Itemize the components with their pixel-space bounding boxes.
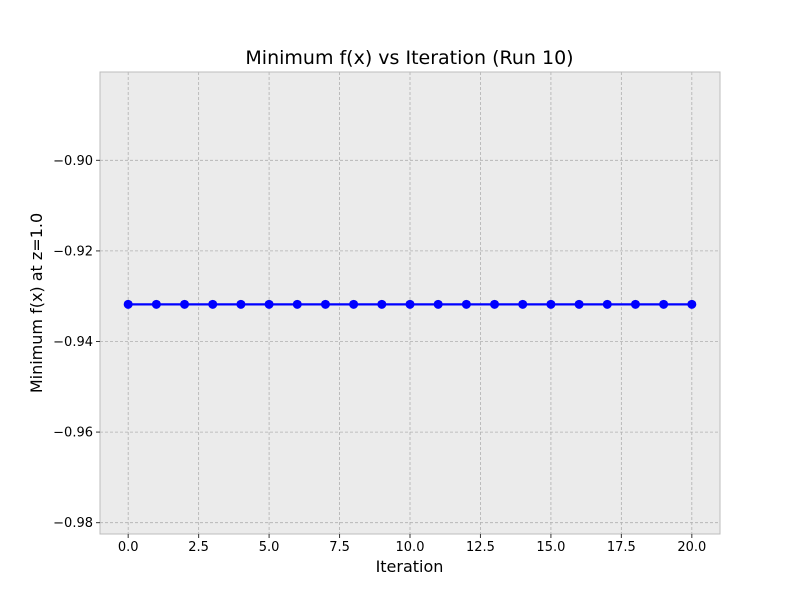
data-point (574, 299, 584, 309)
data-point (630, 299, 640, 309)
x-tick-label: 5.0 (259, 540, 280, 555)
x-tick-label: 12.5 (466, 540, 495, 555)
y-tick-label: −0.96 (53, 426, 93, 441)
data-point (433, 299, 443, 309)
x-axis-ticks: 0.0 2.5 5.0 7.5 10.0 12.5 15.0 17.5 20.0 (118, 534, 706, 555)
y-axis-ticks: −0.90 −0.92 −0.94 −0.96 −0.98 (53, 154, 100, 531)
chart-title: Minimum f(x) vs Iteration (Run 10) (245, 47, 573, 69)
x-tick-label: 10.0 (396, 540, 425, 555)
y-tick-label: −0.98 (53, 516, 93, 531)
y-tick-label: −0.90 (53, 154, 93, 169)
y-tick-label: −0.94 (53, 335, 93, 350)
data-point (687, 299, 697, 309)
y-tick-label: −0.92 (53, 244, 93, 259)
series-layer (123, 299, 697, 309)
x-tick-label: 7.5 (329, 540, 350, 555)
x-tick-label: 15.0 (536, 540, 565, 555)
data-point (180, 299, 190, 309)
x-axis-label: Iteration (376, 557, 444, 576)
data-point (518, 299, 528, 309)
data-point (320, 299, 330, 309)
x-tick-label: 0.0 (118, 540, 139, 555)
data-point (236, 299, 246, 309)
x-tick-label: 20.0 (677, 540, 706, 555)
data-point (264, 299, 274, 309)
data-point (546, 299, 556, 309)
data-point (405, 299, 415, 309)
data-point (461, 299, 471, 309)
data-point (292, 299, 302, 309)
data-point (490, 299, 500, 309)
data-point (377, 299, 387, 309)
x-tick-label: 2.5 (188, 540, 209, 555)
data-point (208, 299, 218, 309)
data-point (151, 299, 161, 309)
data-point (602, 299, 612, 309)
data-point (123, 299, 133, 309)
data-point (659, 299, 669, 309)
y-axis-label: Minimum f(x) at z=1.0 (27, 213, 46, 393)
data-point (349, 299, 359, 309)
x-tick-label: 17.5 (607, 540, 636, 555)
